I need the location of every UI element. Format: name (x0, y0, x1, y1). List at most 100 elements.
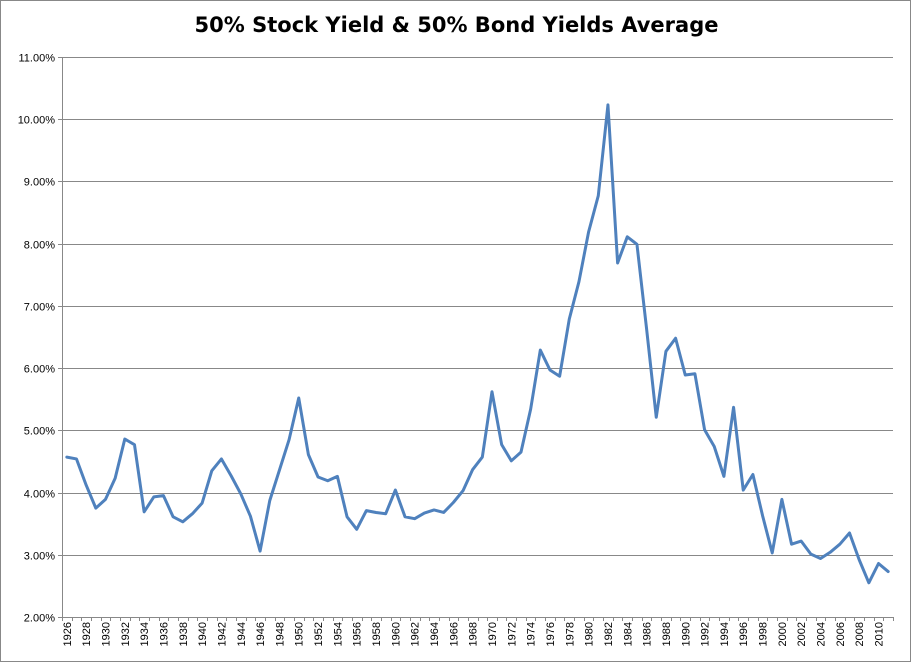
data-point (480, 455, 484, 459)
data-point (171, 515, 175, 519)
data-point (886, 570, 890, 574)
x-tick-label: 1980 (584, 622, 596, 646)
data-point (113, 476, 117, 480)
y-tick-label: 11.00% (19, 53, 56, 65)
data-point (422, 511, 426, 515)
data-point (490, 390, 494, 394)
data-point (306, 453, 310, 457)
x-tick-label: 1988 (661, 622, 673, 646)
data-point (732, 405, 736, 409)
data-point (780, 497, 784, 501)
y-tick-label: 8.00% (24, 240, 55, 252)
x-tick-label: 1986 (642, 622, 654, 646)
data-point (848, 531, 852, 535)
x-tick-label: 1948 (274, 622, 286, 646)
x-tick-label: 1952 (313, 622, 325, 646)
x-tick-label: 1982 (603, 622, 615, 646)
data-point (722, 474, 726, 478)
data-point (364, 509, 368, 513)
data-point (683, 373, 687, 377)
data-point (287, 438, 291, 442)
data-point (219, 457, 223, 461)
x-tick-label: 2002 (796, 622, 808, 646)
x-tick-label: 1998 (758, 622, 770, 646)
data-point (828, 550, 832, 554)
x-tick-label: 1968 (468, 622, 480, 646)
data-point (413, 517, 417, 521)
x-tick-label: 1996 (738, 622, 750, 646)
x-tick-label: 1940 (197, 622, 209, 646)
x-tick-label: 1990 (680, 622, 692, 646)
data-point (635, 242, 639, 246)
data-point (548, 368, 552, 372)
x-tick-label: 1932 (120, 622, 132, 646)
x-tick-label: 2004 (816, 622, 828, 646)
x-tick-label: 1992 (700, 622, 712, 646)
axes (58, 57, 894, 621)
data-point (616, 261, 620, 265)
data-point (500, 443, 504, 447)
x-tick-label: 1926 (62, 622, 74, 646)
data-point (654, 415, 658, 419)
x-tick-label: 1934 (139, 622, 151, 646)
x-tick-label: 1962 (410, 622, 422, 646)
y-tick-label: 10.00% (18, 115, 56, 127)
y-tick-label: 7.00% (24, 302, 55, 314)
x-tick-label: 1954 (332, 622, 344, 646)
x-tick-label: 1976 (545, 622, 557, 646)
data-point (268, 499, 272, 503)
data-point (123, 437, 127, 441)
data-point (258, 549, 262, 553)
data-point (103, 497, 107, 501)
data-point (432, 508, 436, 512)
data-point (384, 512, 388, 516)
chart-title: 50% Stock Yield & 50% Bond Yields Averag… (194, 13, 719, 37)
series-line (65, 103, 890, 585)
gridlines (62, 57, 893, 556)
x-tick-label: 1946 (255, 622, 267, 646)
data-point (838, 542, 842, 546)
x-tick-label: 2000 (777, 622, 789, 646)
data-point (674, 336, 678, 340)
x-tick-label: 1964 (429, 622, 441, 646)
data-point (529, 407, 533, 411)
data-point (442, 510, 446, 514)
data-point (577, 280, 581, 284)
series (65, 103, 890, 585)
data-point (538, 348, 542, 352)
data-point (345, 515, 349, 519)
data-point (761, 514, 765, 518)
y-tick-label: 2.00% (24, 613, 55, 625)
data-point (74, 457, 78, 461)
data-point (877, 561, 881, 565)
data-point (161, 494, 165, 498)
data-point (355, 527, 359, 531)
data-point (625, 235, 629, 239)
data-point (461, 489, 465, 493)
x-tick-label: 1972 (506, 622, 518, 646)
data-point (132, 443, 136, 447)
x-tick-label: 1930 (100, 622, 112, 646)
data-point (84, 483, 88, 487)
data-point (65, 455, 69, 459)
y-tick-label: 9.00% (24, 177, 55, 189)
x-tick-label: 1928 (81, 622, 93, 646)
x-tick-label: 1944 (236, 622, 248, 646)
x-tick-label: 1978 (564, 622, 576, 646)
data-point (751, 473, 755, 477)
y-tick-label: 4.00% (24, 489, 55, 501)
data-point (645, 327, 649, 331)
data-point (200, 501, 204, 505)
data-point (326, 479, 330, 483)
data-point (857, 558, 861, 562)
data-point (558, 374, 562, 378)
data-point (790, 542, 794, 546)
x-tick-label: 2008 (854, 622, 866, 646)
x-tick-label: 1974 (526, 622, 538, 646)
x-tick-label: 1942 (216, 622, 228, 646)
y-tick-labels: 2.00% 3.00% 4.00% 5.00% 6.00% 7.00% 8.00% 9.00%… (18, 53, 56, 625)
data-point (703, 428, 707, 432)
data-point (587, 230, 591, 234)
